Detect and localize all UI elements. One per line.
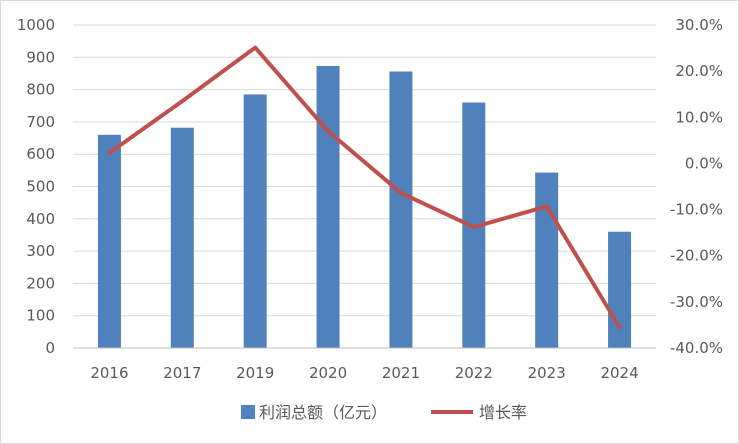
y-tick-label: 500	[26, 178, 55, 196]
y-tick-label: 900	[26, 48, 55, 66]
y-tick-label: 0	[45, 339, 55, 357]
y-tick-label: 600	[26, 145, 55, 163]
x-tick-label: 2021	[382, 364, 420, 382]
x-tick-label: 2023	[528, 364, 566, 382]
y2-tick-label: -10.0%	[670, 201, 723, 219]
y-tick-label: 400	[26, 210, 55, 228]
line-point	[108, 152, 110, 154]
bar	[97, 134, 121, 348]
line-point	[473, 226, 475, 228]
x-tick-label: 2019	[236, 364, 274, 382]
bar	[243, 94, 267, 348]
line-point	[181, 100, 183, 102]
x-axis: 2016 2017 2019 2020 2021 2022 2023 2024	[73, 347, 656, 382]
bar	[608, 231, 632, 348]
y2-tick-label: 30.0%	[675, 16, 723, 34]
bar	[389, 71, 413, 349]
x-tick-label: 2022	[455, 364, 493, 382]
line-point	[400, 192, 402, 194]
growth-line-path	[107, 45, 622, 330]
legend: 利润总额（亿元） 增长率	[241, 403, 527, 422]
line-point	[254, 47, 256, 49]
legend-line-label: 增长率	[479, 403, 527, 422]
y-axis-left: 0 100 200 300 400 500 600 700 800 900 1000	[17, 16, 55, 357]
line-point	[619, 326, 621, 328]
y2-tick-label: 10.0%	[675, 108, 723, 126]
y-tick-label: 100	[26, 307, 55, 325]
y2-tick-label: -20.0%	[670, 247, 723, 265]
legend-bar-swatch	[241, 405, 255, 419]
growth-line	[107, 45, 622, 330]
bar	[170, 127, 194, 349]
x-tick-label: 2017	[163, 364, 201, 382]
y-tick-label: 300	[26, 242, 55, 260]
x-tick-label: 2024	[600, 364, 638, 382]
y2-tick-label: -40.0%	[670, 339, 723, 357]
line-point	[546, 205, 548, 207]
bars	[97, 66, 632, 349]
bar	[535, 172, 559, 348]
y-axis-right: -40.0% -30.0% -20.0% -10.0% 0.0% 10.0% 20.0% 30…	[670, 16, 723, 357]
line-point	[327, 130, 329, 132]
y-tick-label: 800	[26, 81, 55, 99]
gridlines	[73, 24, 656, 349]
bar	[316, 66, 340, 349]
y-tick-label: 200	[26, 274, 55, 292]
y2-tick-label: 20.0%	[675, 62, 723, 80]
x-tick-label: 2016	[90, 364, 128, 382]
y2-tick-label: 0.0%	[685, 154, 723, 172]
y-tick-label: 700	[26, 113, 55, 131]
y2-tick-label: -30.0%	[670, 293, 723, 311]
y-tick-label: 1000	[17, 16, 55, 34]
x-tick-label: 2020	[309, 364, 347, 382]
legend-bar-label: 利润总额（亿元）	[259, 403, 387, 422]
